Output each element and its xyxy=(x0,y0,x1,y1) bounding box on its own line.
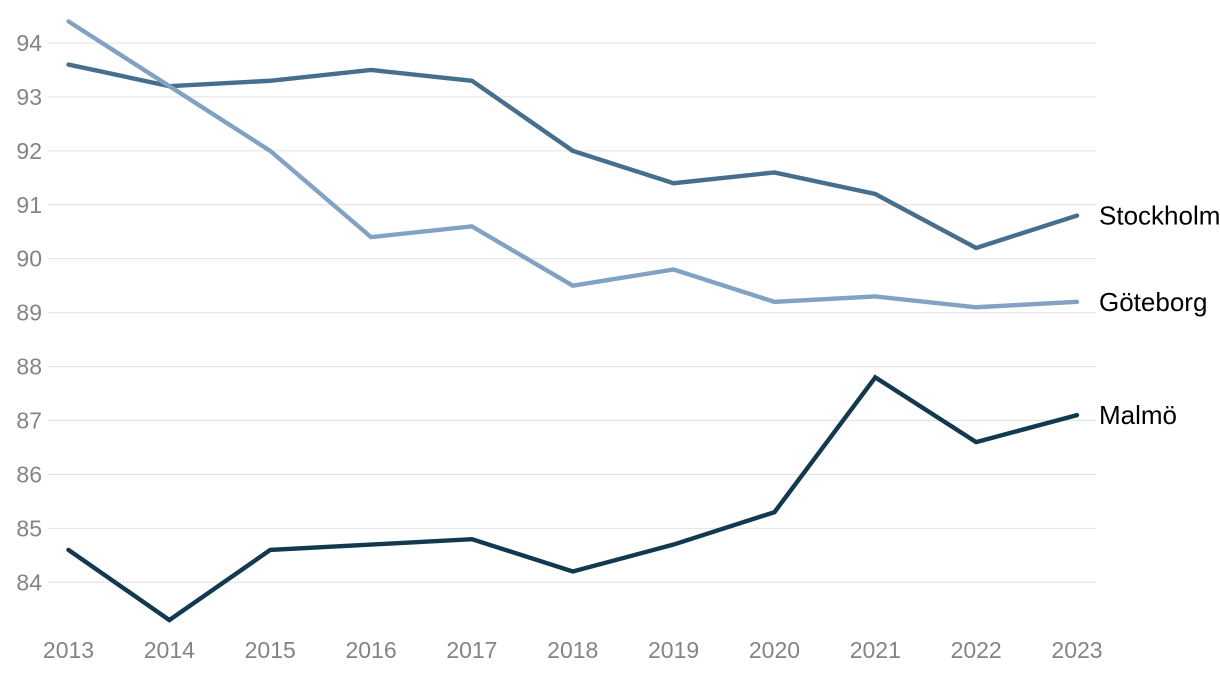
y-tick-label-91: 91 xyxy=(16,192,42,218)
x-tick-label-2015: 2015 xyxy=(245,637,296,663)
x-tick-label-2017: 2017 xyxy=(446,637,497,663)
x-tick-label-2013: 2013 xyxy=(43,637,94,663)
x-tick-label-2014: 2014 xyxy=(144,637,195,663)
y-tick-label-87: 87 xyxy=(16,408,42,434)
y-tick-label-86: 86 xyxy=(16,461,42,487)
x-tick-label-2020: 2020 xyxy=(749,637,800,663)
x-tick-label-2018: 2018 xyxy=(547,637,598,663)
series-line-stockholm xyxy=(66,62,1080,251)
series-label-malmo: Malmö xyxy=(1099,400,1177,430)
series-line-goteborg xyxy=(66,19,1080,310)
y-tick-label-88: 88 xyxy=(16,354,42,380)
series-label-goteborg: Göteborg xyxy=(1099,287,1207,317)
x-tick-label-2019: 2019 xyxy=(648,637,699,663)
series-label-stockholm: Stockholm xyxy=(1099,201,1220,231)
y-tick-label-93: 93 xyxy=(16,84,42,110)
y-tick-label-94: 94 xyxy=(16,30,42,56)
x-tick-label-2016: 2016 xyxy=(345,637,396,663)
series-line-malmo xyxy=(66,374,1080,623)
x-tick-label-2023: 2023 xyxy=(1051,637,1102,663)
y-tick-label-84: 84 xyxy=(16,569,42,595)
x-tick-label-2021: 2021 xyxy=(850,637,901,663)
y-tick-label-92: 92 xyxy=(16,138,42,164)
y-tick-label-90: 90 xyxy=(16,246,42,272)
y-tick-label-85: 85 xyxy=(16,515,42,541)
y-tick-label-89: 89 xyxy=(16,300,42,326)
x-tick-label-2022: 2022 xyxy=(951,637,1002,663)
